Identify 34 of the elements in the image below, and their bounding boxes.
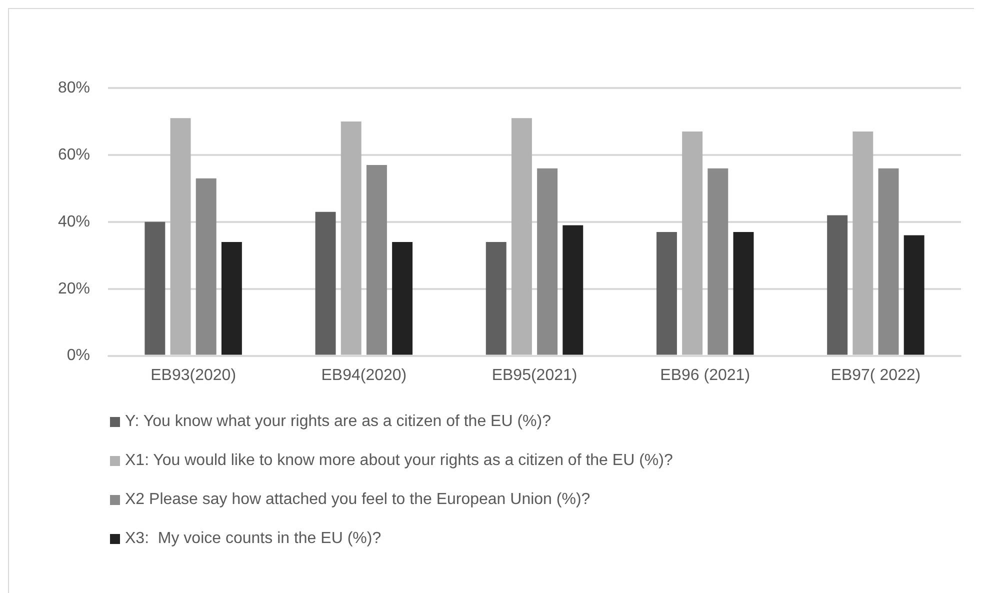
bar (340, 121, 362, 355)
bar (486, 242, 506, 355)
y-tick-label: 40% (58, 213, 90, 230)
bar (196, 178, 216, 355)
bar (904, 235, 924, 355)
legend-label: X1: You would like to know more about your rights as a citizen of the EU (%)? (125, 452, 673, 470)
bar (708, 168, 728, 355)
bar (827, 215, 848, 355)
legend-label: X2 Please say how attached you feel to the European Union (%)? (125, 490, 590, 508)
bar (878, 168, 899, 355)
bar (852, 132, 874, 355)
bar (144, 222, 166, 355)
bar (170, 118, 191, 355)
bar (366, 164, 387, 355)
x-tick-label: EB93(2020) (150, 366, 236, 384)
bar (511, 118, 532, 355)
bar (315, 212, 336, 355)
x-tick-label: EB95(2021) (492, 366, 578, 384)
bar (392, 242, 413, 355)
y-tick-label: 0% (66, 347, 90, 364)
bar (656, 232, 677, 355)
y-tick-label: 60% (58, 146, 90, 164)
bar (682, 132, 703, 355)
bar (221, 242, 242, 355)
bar (733, 232, 754, 355)
x-tick-label: EB97( 2022) (830, 366, 921, 384)
y-tick-label: 80% (58, 79, 90, 96)
x-tick-label: EB96 (2021) (660, 366, 750, 384)
bar (537, 168, 558, 355)
y-tick-label: 20% (58, 280, 90, 298)
legend-label: X3: My voice counts in the EU (%)? (125, 530, 382, 548)
bar (562, 225, 584, 355)
legend-label: Y: You know what your rights are as a citizen of the EU (%)? (125, 412, 551, 430)
x-tick-label: EB94(2020) (321, 366, 407, 384)
